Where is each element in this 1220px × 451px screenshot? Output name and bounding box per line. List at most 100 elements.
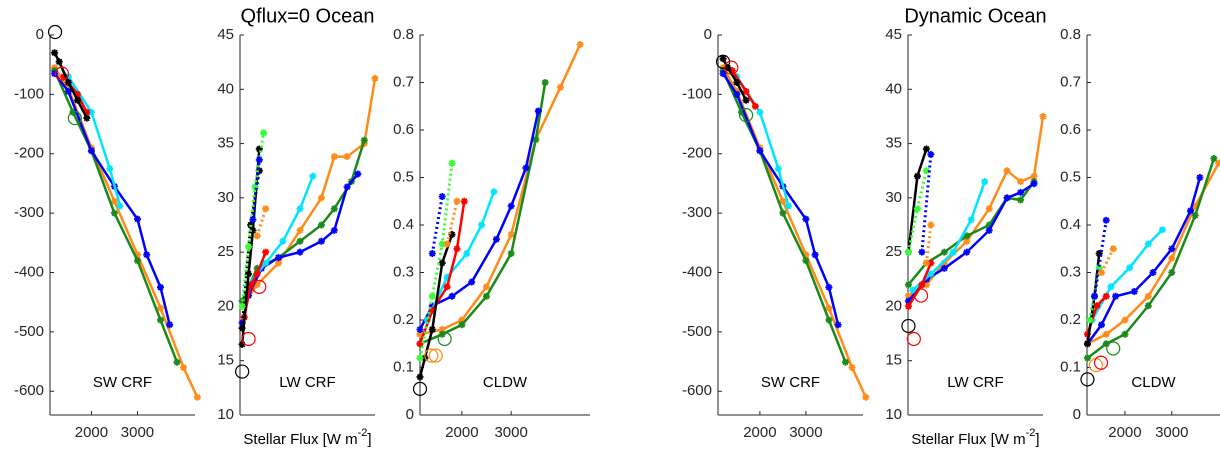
y-tick-label: 35 <box>885 135 902 152</box>
circle-marker <box>437 331 452 347</box>
star-marker <box>463 250 471 257</box>
x-label-text: Stellar Flux [W m <box>243 431 357 448</box>
star-marker <box>963 248 971 256</box>
star-marker <box>438 193 446 200</box>
star-marker <box>842 358 849 366</box>
star-marker <box>967 216 975 224</box>
star-marker <box>317 237 325 245</box>
y-tick-label: 0.6 <box>393 121 414 138</box>
star-marker <box>416 354 424 362</box>
circle-marker <box>47 24 63 40</box>
x-label-sup: -2 <box>1026 427 1036 439</box>
star-marker <box>173 358 181 366</box>
x-tick-label: 2000 <box>1108 424 1141 441</box>
star-marker <box>460 197 468 205</box>
circle-marker <box>1080 372 1095 387</box>
circle-marker <box>412 381 428 396</box>
star-marker <box>354 170 362 178</box>
star-marker <box>253 232 261 240</box>
star-marker <box>904 248 912 256</box>
star-marker <box>963 237 971 245</box>
star-marker <box>738 108 745 116</box>
star-marker <box>1017 196 1025 204</box>
star-marker <box>507 250 515 257</box>
y-tick-label: 0.5 <box>393 168 414 185</box>
star-marker <box>438 326 446 333</box>
star-marker <box>1191 212 1199 219</box>
star-marker <box>166 321 174 329</box>
series-line <box>240 132 266 307</box>
star-marker <box>317 194 325 202</box>
star-marker <box>779 209 787 217</box>
star-marker <box>64 79 72 86</box>
y-tick-label: -200 <box>682 145 712 162</box>
series-line <box>1086 177 1202 345</box>
star-marker <box>238 324 246 332</box>
y-tick-label: 45 <box>217 26 234 43</box>
star-marker <box>918 281 926 289</box>
x-tick-label: 2000 <box>743 424 776 441</box>
circle-marker <box>241 331 256 347</box>
star-marker <box>728 67 736 75</box>
star-marker <box>904 302 912 310</box>
star-marker <box>1084 354 1091 362</box>
star-marker <box>1107 283 1115 291</box>
y-tick-label: -300 <box>14 204 44 221</box>
star-marker <box>963 232 971 240</box>
star-marker <box>255 156 263 164</box>
panel-label: SW CRF <box>93 374 152 391</box>
star-marker <box>428 302 436 310</box>
y-tick-label: -500 <box>682 323 712 340</box>
star-marker <box>1187 207 1194 215</box>
star-marker <box>848 364 856 371</box>
series-line <box>721 58 748 101</box>
star-marker <box>255 145 263 153</box>
y-tick-label: -400 <box>14 263 44 280</box>
y-tick-label: 35 <box>217 135 234 152</box>
circle-marker <box>1106 341 1121 356</box>
star-marker <box>255 167 263 175</box>
star-marker <box>534 107 542 115</box>
star-marker <box>249 226 257 234</box>
star-marker <box>253 270 261 278</box>
star-marker <box>260 129 268 137</box>
star-marker <box>1102 340 1110 348</box>
x-label-text: Stellar Flux [W m <box>911 431 1025 448</box>
chart-title: Qflux=0 Ocean <box>241 5 375 27</box>
star-marker <box>949 248 957 256</box>
star-marker <box>343 183 351 191</box>
star-marker <box>249 216 257 224</box>
star-marker <box>802 215 810 223</box>
star-marker <box>448 292 456 300</box>
series-line <box>920 154 933 253</box>
star-marker <box>756 108 764 116</box>
x-label-end: ] <box>1035 431 1039 448</box>
star-marker <box>774 165 782 173</box>
y-tick-label: 0.1 <box>393 358 414 375</box>
star-marker <box>262 248 270 256</box>
star-marker <box>193 393 201 401</box>
star-marker <box>83 108 91 116</box>
star-marker <box>1095 250 1103 257</box>
star-marker <box>483 283 490 291</box>
y-tick-label: -100 <box>14 85 44 102</box>
y-tick-label: 40 <box>217 80 234 97</box>
star-marker <box>1144 292 1152 300</box>
star-marker <box>296 205 304 213</box>
star-marker <box>238 302 246 310</box>
series-line <box>241 78 377 308</box>
y-tick-label: 0 <box>1073 406 1081 423</box>
star-marker <box>1030 180 1038 188</box>
star-marker <box>825 283 833 291</box>
star-marker <box>742 87 750 95</box>
star-marker <box>985 226 993 234</box>
star-marker <box>55 58 63 66</box>
star-marker <box>724 64 732 72</box>
series-line <box>53 72 171 326</box>
star-marker <box>751 102 759 110</box>
series-line <box>722 72 840 326</box>
star-marker <box>106 165 114 173</box>
y-tick-label: 25 <box>885 243 902 260</box>
circle-marker <box>906 331 921 347</box>
star-marker <box>253 281 261 289</box>
